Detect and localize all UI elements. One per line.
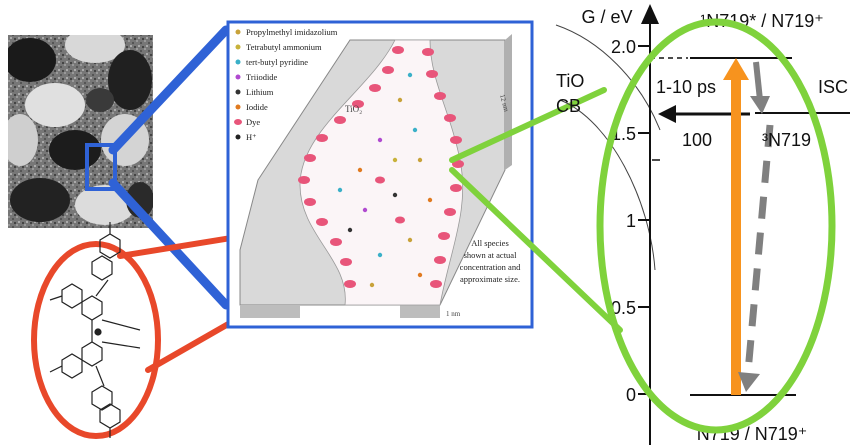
dye-particles <box>298 46 464 288</box>
tick-label-1: 1 <box>626 211 636 231</box>
species-note-line-4: approximate size. <box>460 274 520 284</box>
triplet-decay-arrowhead <box>738 372 760 392</box>
species-note: All species shown at actual concentratio… <box>460 238 521 284</box>
legend-label: Iodide <box>246 102 268 112</box>
tick-label-0: 0 <box>626 385 636 405</box>
legend-label: Dye <box>246 117 260 127</box>
isc-arrowhead <box>750 96 770 114</box>
legend-label: Propylmethyl imidazolium <box>246 27 338 37</box>
excitation-arrow <box>731 78 741 395</box>
energy-zoom-ellipse <box>596 18 836 434</box>
dimension-1nm: 1 nm <box>446 310 461 318</box>
legend-label: Triiodide <box>246 72 278 82</box>
blue-zoom-lines <box>108 25 231 310</box>
tick-label-2.0: 2.0 <box>611 37 636 57</box>
axis-arrowhead <box>641 4 659 24</box>
legend-swatch <box>235 29 241 35</box>
injection-time-label: 1-10 ps <box>656 77 716 97</box>
legend-swatch <box>235 59 241 65</box>
triplet-state-label: ³N719 <box>762 130 811 150</box>
tio2-cb-label-bottom: CB <box>556 96 581 116</box>
legend-swatch <box>235 134 241 140</box>
legend-swatch <box>234 119 242 125</box>
molecule-structure <box>49 222 141 438</box>
legend-swatch <box>235 89 241 95</box>
micrograph-zoom-box <box>85 143 117 191</box>
legend-swatch <box>235 44 241 50</box>
legend-label: Lithium <box>246 87 274 97</box>
triplet-decay-arrow <box>744 124 774 373</box>
tio2-slab-label: TiO₂ <box>345 104 362 114</box>
pore-legend: Propylmethyl imidazolium Tetrabutyl ammon… <box>234 27 338 142</box>
excitation-arrowhead <box>723 58 749 80</box>
species-note-line-1: All species <box>471 238 509 248</box>
legend-label: tert-butyl pyridine <box>246 57 308 67</box>
legend-label: H⁺ <box>246 132 257 142</box>
isc-arrow <box>753 61 763 101</box>
axis-label: G / eV <box>581 7 632 27</box>
legend-swatch <box>235 104 241 110</box>
species-note-line-2: shown at actual <box>464 250 518 260</box>
cb-injection-arrowhead <box>658 105 676 123</box>
pore-schematic: Propylmethyl imidazolium Tetrabutyl ammon… <box>226 20 534 329</box>
tio2-cb-label-top: TiO <box>556 71 584 91</box>
green-zoom-lines <box>449 87 623 333</box>
dye-molecule-inset <box>31 222 161 439</box>
legend-label: Tetrabutyl ammonium <box>246 42 322 52</box>
arrow-100-label: 100 <box>682 130 712 150</box>
species-note-line-3: concentration and <box>460 262 521 272</box>
energy-diagram: G / eV 2.0 1.5 1 0.5 0 <box>555 4 850 445</box>
tick-label-0.5: 0.5 <box>611 298 636 318</box>
legend-swatch <box>235 74 241 80</box>
electrolyte-species <box>337 72 433 288</box>
isc-label: ISC <box>818 77 848 97</box>
